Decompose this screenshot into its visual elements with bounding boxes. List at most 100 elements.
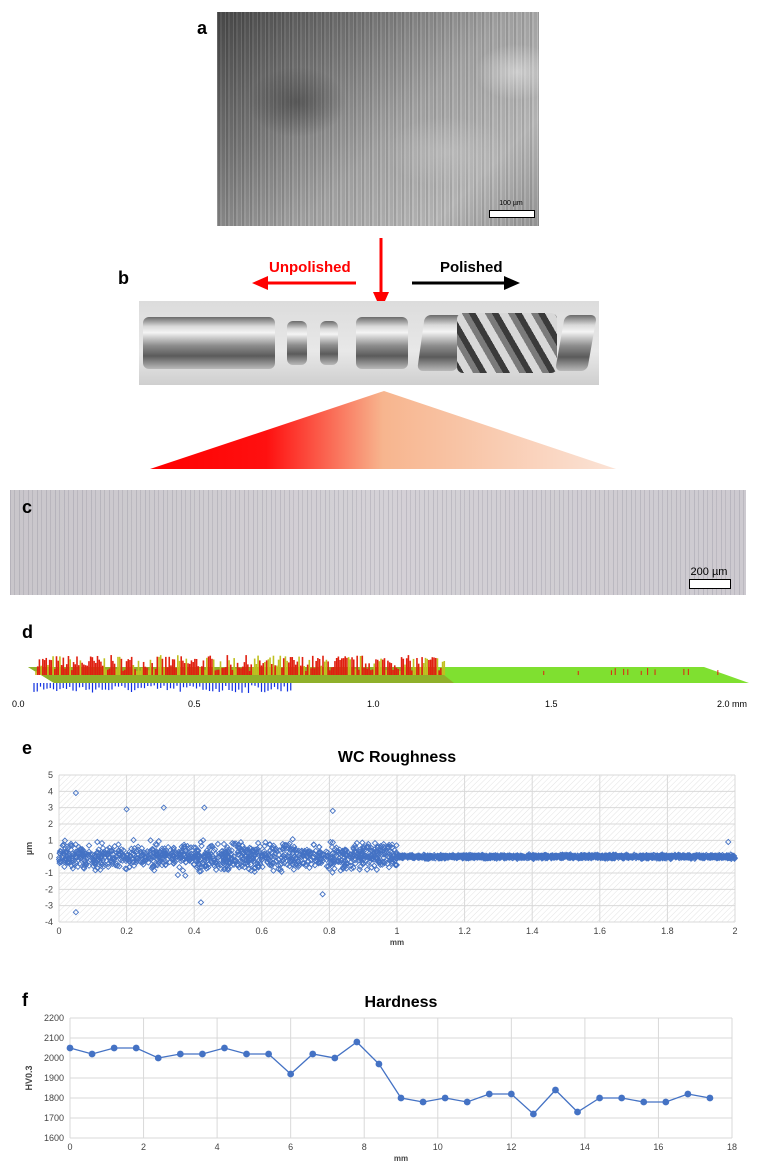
data-point	[364, 860, 372, 868]
micrograph-c: 200 µm	[10, 490, 746, 595]
data-point	[190, 853, 198, 861]
data-point	[256, 848, 263, 855]
data-point	[61, 863, 68, 870]
data-point	[460, 853, 468, 861]
data-point	[199, 1050, 206, 1058]
panel-letter-c: c	[22, 497, 33, 517]
data-point	[75, 843, 83, 851]
data-point	[449, 853, 457, 861]
data-point	[354, 853, 362, 860]
data-point	[201, 804, 208, 811]
data-point	[259, 852, 266, 859]
y-tick-label: 2	[48, 819, 53, 829]
data-point	[232, 857, 240, 865]
data-point	[144, 848, 151, 855]
data-point	[488, 853, 495, 860]
data-point	[329, 869, 336, 876]
data-point	[683, 853, 690, 860]
data-point	[182, 858, 190, 866]
data-point	[173, 852, 181, 860]
data-point	[469, 853, 477, 860]
data-point	[723, 851, 731, 859]
data-point	[268, 862, 275, 870]
data-point	[179, 867, 187, 874]
data-point	[464, 853, 472, 861]
y-tick-label: 2200	[44, 1013, 64, 1023]
data-point	[485, 1090, 493, 1098]
data-point	[113, 852, 120, 860]
data-point	[249, 855, 256, 862]
y-tick-label: 1800	[44, 1093, 64, 1103]
data-point	[553, 854, 560, 861]
data-point	[243, 857, 251, 864]
data-point	[253, 854, 260, 861]
data-point	[187, 844, 195, 851]
data-point	[85, 848, 93, 856]
data-point	[195, 852, 202, 859]
data-point	[341, 862, 348, 869]
surface-tick-label: 1.5	[545, 699, 558, 709]
x-tick-label: 1.2	[458, 926, 471, 936]
data-point	[164, 856, 171, 863]
data-point	[203, 847, 211, 854]
data-point	[630, 853, 637, 861]
data-point	[662, 1098, 670, 1106]
data-point	[294, 858, 302, 865]
data-point	[290, 866, 298, 873]
data-point	[95, 849, 102, 857]
data-point	[397, 1094, 405, 1102]
data-point	[200, 860, 208, 867]
data-point	[147, 837, 154, 844]
data-point	[132, 1044, 140, 1052]
data-point	[277, 861, 284, 869]
data-point	[185, 844, 193, 852]
data-point	[331, 865, 338, 872]
x-tick-label: 0.4	[188, 926, 201, 936]
data-point	[61, 855, 69, 862]
data-point	[319, 890, 326, 898]
data-point	[268, 861, 275, 869]
chart-title: Hardness	[365, 994, 438, 1011]
data-point	[725, 838, 732, 846]
data-point	[439, 854, 446, 861]
data-point	[414, 853, 421, 860]
data-point	[67, 842, 74, 849]
y-tick-label: 3	[48, 803, 53, 813]
data-point	[307, 850, 314, 857]
data-point	[169, 848, 177, 856]
data-point	[356, 866, 363, 873]
data-point	[129, 858, 136, 866]
rod-segment	[287, 321, 307, 365]
data-point	[271, 850, 279, 857]
data-point	[190, 844, 197, 851]
data-point	[322, 848, 330, 855]
data-point	[237, 844, 244, 852]
data-point	[202, 849, 209, 857]
data-point	[366, 855, 373, 862]
data-point	[94, 838, 101, 846]
hardness-line	[69, 1041, 711, 1115]
data-point	[221, 1044, 228, 1052]
data-point	[266, 841, 274, 848]
data-point	[552, 1086, 559, 1094]
data-point	[310, 841, 318, 849]
data-point	[503, 854, 511, 861]
data-point	[574, 1108, 581, 1116]
data-point	[569, 854, 577, 862]
data-point	[56, 849, 63, 857]
data-point	[309, 854, 316, 861]
data-point	[616, 852, 624, 860]
data-point	[381, 850, 388, 857]
y-axis-title: HV0.3	[24, 1065, 34, 1090]
data-point	[388, 841, 396, 848]
unpolished-arrow-head	[252, 276, 268, 290]
data-point	[197, 867, 205, 875]
data-point	[72, 789, 80, 797]
data-point	[377, 846, 384, 854]
data-point	[362, 845, 369, 853]
surface-tick-label: 1.0	[367, 699, 380, 709]
data-point	[98, 852, 105, 859]
y-tick-label: 0	[48, 852, 53, 862]
data-point	[339, 864, 347, 871]
panel-letter-a: a	[197, 18, 208, 38]
